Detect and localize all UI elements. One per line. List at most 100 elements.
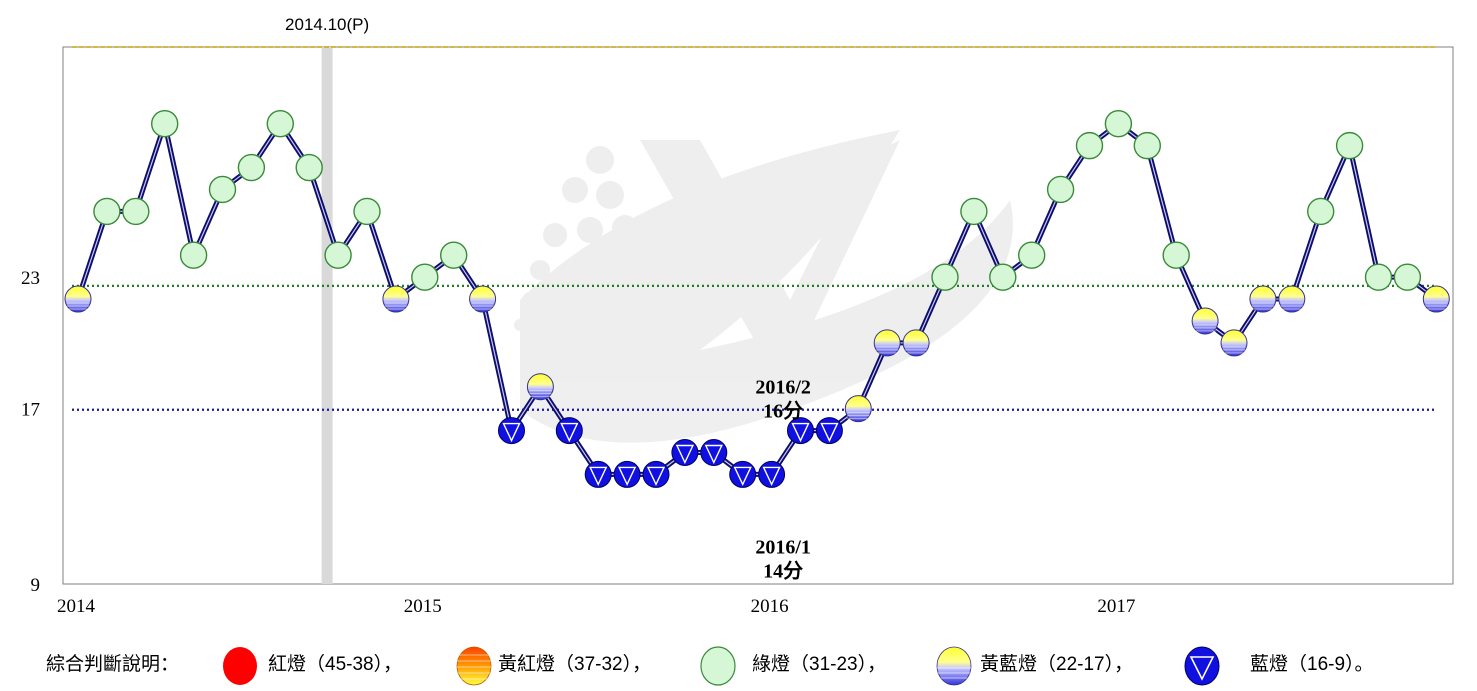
green-light-marker: [237, 153, 266, 182]
data-point: [815, 417, 843, 445]
data-point: [93, 197, 121, 226]
yellow-blue-light-marker: [382, 285, 410, 313]
green-light-marker: [1364, 263, 1393, 291]
green-light-marker: [353, 197, 381, 226]
yellow-blue-light-marker: [844, 395, 872, 423]
data-point: [671, 438, 699, 466]
legend-red-label: 紅燈（45-38），: [268, 654, 403, 675]
data-point: [873, 329, 901, 357]
data-point: [1249, 285, 1277, 313]
data-point: [902, 329, 930, 357]
data-point: [787, 417, 814, 445]
data-point: [1220, 329, 1248, 357]
red-light-icon: [223, 647, 257, 685]
data-point: [555, 417, 583, 445]
green-light-marker: [1046, 175, 1075, 204]
green-light-marker: [960, 197, 988, 226]
annotation-date: 2016/1: [755, 536, 811, 558]
release-marker-band: [321, 47, 333, 584]
data-point: [1422, 285, 1450, 313]
data-point: [266, 110, 294, 138]
data-point: [353, 197, 381, 226]
legend-yellow-blue-label: 黃藍燈（22-17），: [980, 654, 1134, 675]
x-axis: 2014 2015 2016 2017: [57, 596, 1135, 617]
blue-triangle: [704, 444, 723, 465]
x-tick-label: 2014: [57, 596, 96, 617]
data-point: [989, 263, 1017, 291]
blue-triangle: [589, 466, 608, 487]
green-light-marker: [1162, 241, 1190, 269]
blue-triangle: [502, 422, 521, 443]
data-point: [1306, 197, 1335, 226]
data-point: [237, 153, 266, 182]
data-point: [1278, 285, 1306, 313]
yellow-blue-light-marker: [64, 285, 92, 313]
green-light-marker: [266, 110, 294, 138]
x-tick-label: 2017: [1097, 596, 1135, 617]
blue-triangle: [646, 466, 666, 487]
green-light-marker: [208, 175, 237, 204]
data-point: [960, 197, 988, 226]
yellow-blue-light-marker: [1249, 285, 1277, 313]
blue-triangle: [675, 444, 695, 465]
green-light-marker: [1306, 197, 1335, 226]
green-light-marker: [931, 263, 959, 291]
x-tick-label: 2016: [751, 596, 789, 617]
yellow-blue-light-marker: [1191, 307, 1219, 335]
data-point: [1191, 307, 1219, 335]
green-light-marker: [1104, 110, 1133, 138]
green-light-marker: [1335, 131, 1364, 160]
annotation-score: 14分: [763, 559, 803, 582]
data-point: [1075, 131, 1104, 160]
data-point: [498, 417, 525, 445]
data-point: [1046, 175, 1075, 204]
yellow-blue-light-icon: [936, 646, 972, 686]
yellow-blue-light-marker: [469, 285, 497, 313]
green-light-marker: [324, 241, 352, 269]
legend-yellow-red-label: 黃紅燈（37-32），: [498, 654, 652, 675]
green-light-marker: [1017, 241, 1046, 269]
data-point: [1017, 241, 1046, 269]
data-point: [469, 285, 497, 313]
annotation-date: 2016/2: [755, 376, 811, 398]
data-point: [1393, 263, 1422, 291]
green-light-marker: [295, 153, 323, 182]
data-point: [122, 197, 150, 226]
green-light-marker: [179, 241, 208, 269]
reference-lines: [72, 46, 1436, 411]
green-light-marker: [1075, 131, 1104, 160]
blue-triangle: [820, 422, 839, 443]
blue-triangle: [791, 422, 810, 443]
data-point: [729, 460, 757, 488]
data-point: [1364, 263, 1393, 291]
data-point: [584, 460, 612, 488]
annotation-score: 16分: [763, 399, 803, 422]
legend-title: 綜合判斷說明：: [46, 654, 180, 675]
green-light-marker: [989, 263, 1017, 291]
blue-triangle: [762, 466, 781, 487]
yellow-blue-light-marker: [1422, 285, 1450, 313]
yellow-blue-light-marker: [902, 329, 930, 357]
data-point: [758, 460, 786, 488]
data-point: [64, 285, 92, 313]
data-point: [700, 438, 728, 466]
yellow-red-light-icon: [456, 646, 492, 686]
y-tick-label: 9: [31, 575, 41, 596]
blue-triangle: [560, 422, 579, 443]
legend: 綜合判斷說明： 紅燈（45-38）， 黃紅燈（37-32）， 綠燈（31-23）…: [0, 640, 1477, 690]
data-point: [440, 241, 468, 269]
y-tick-label: 17: [21, 400, 40, 421]
release-marker-label: 2014.10(P): [285, 15, 369, 34]
yellow-blue-light-marker: [1278, 285, 1306, 313]
blue-light-icon: [1184, 646, 1220, 686]
green-light-marker: [440, 241, 468, 269]
watermark-logo: [514, 130, 1013, 443]
y-axis: 9 17 23: [21, 268, 40, 596]
data-points: [64, 110, 1450, 488]
data-point: [411, 263, 439, 291]
blue-triangle: [617, 466, 637, 487]
yellow-blue-light-marker: [1220, 329, 1248, 357]
data-point: [613, 460, 641, 488]
